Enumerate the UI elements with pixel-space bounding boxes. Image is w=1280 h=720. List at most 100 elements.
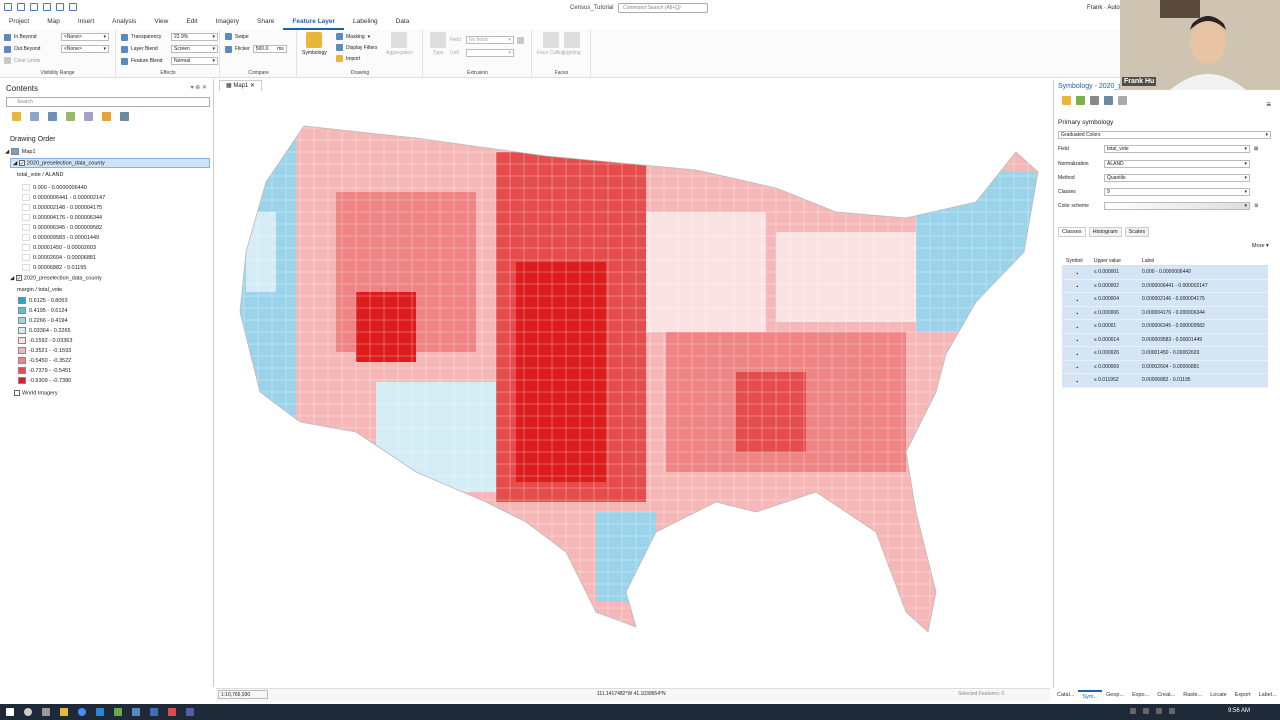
class-row[interactable]: ▪ ≤ 0.000001 0.000 - 0.0000006440 bbox=[1062, 266, 1268, 280]
upper-value-cell[interactable]: ≤ 0.000002 bbox=[1094, 282, 1119, 289]
legend-class-item[interactable]: -0.5450 - -0.3522 bbox=[18, 357, 71, 364]
class-row[interactable]: ▪ ≤ 0.000014 0.000009583 - 0.00001449 bbox=[1062, 333, 1268, 347]
class-label-cell[interactable]: 0.000002146 - 0.000004175 bbox=[1142, 296, 1205, 303]
list-by-source-icon[interactable] bbox=[30, 112, 39, 121]
contents-search-input[interactable]: Search bbox=[6, 97, 210, 107]
filter-icon[interactable] bbox=[1104, 96, 1113, 105]
class-symbol-swatch[interactable] bbox=[1066, 362, 1075, 370]
map-tree-item[interactable]: ◢ Map1 bbox=[5, 148, 36, 155]
class-row[interactable]: ▪ ≤ 0.011952 0.00006882 - 0.01195 bbox=[1062, 374, 1268, 388]
subtab-scales[interactable]: Scales bbox=[1124, 227, 1150, 237]
tab-map[interactable]: Map bbox=[47, 18, 60, 25]
legend-class-item[interactable]: 0.000002148 - 0.000004175 bbox=[22, 204, 102, 211]
tab-view[interactable]: View bbox=[154, 18, 169, 25]
in-beyond-dropdown[interactable]: <None> ▾ bbox=[61, 33, 109, 41]
field-dropdown[interactable]: total_vote ▾ bbox=[1104, 145, 1250, 153]
settings-icon[interactable] bbox=[1118, 96, 1127, 105]
expression-icon[interactable] bbox=[517, 36, 524, 44]
class-symbol-swatch[interactable] bbox=[1066, 375, 1075, 383]
network-icon[interactable] bbox=[1156, 708, 1162, 714]
tab-labeling[interactable]: Labeling bbox=[353, 18, 378, 25]
layer-item-total-vote[interactable]: ◢ ✓ 2020_preselection_data_county bbox=[10, 158, 210, 169]
bottom-tab[interactable]: Creat... bbox=[1157, 692, 1176, 698]
class-label-cell[interactable]: 0.00006882 - 0.01195 bbox=[1142, 377, 1191, 384]
upper-value-cell[interactable]: ≤ 0.011952 bbox=[1094, 377, 1119, 384]
class-row[interactable]: ▪ ≤ 0.000026 0.00001450 - 0.00002603 bbox=[1062, 347, 1268, 361]
legend-class-item[interactable]: 0.000006345 - 0.000009582 bbox=[22, 224, 102, 231]
classes-dropdown[interactable]: 9 ▾ bbox=[1104, 188, 1250, 196]
class-label-cell[interactable]: 0.000004176 - 0.000006344 bbox=[1142, 309, 1205, 316]
transparency-input[interactable]: 22.9% ▾ bbox=[171, 33, 218, 41]
map-view-tab[interactable]: ▦ Map1 ✕ bbox=[219, 80, 263, 91]
extrusion-unit-dropdown[interactable]: ▾ bbox=[466, 49, 514, 57]
tab-feature-layer[interactable]: Feature Layer bbox=[283, 16, 345, 30]
new-icon[interactable] bbox=[17, 3, 25, 11]
layer-item-margin[interactable]: ◢ ✓ 2020_preselection_data_county bbox=[10, 275, 102, 282]
user-name[interactable]: Frank · Auto bbox=[1087, 5, 1120, 11]
edge-icon[interactable] bbox=[96, 708, 104, 716]
lighting-button[interactable]: Lighting bbox=[563, 32, 581, 56]
legend-class-item[interactable]: 0.2266 - 0.4194 bbox=[18, 317, 68, 324]
layer-visibility-checkbox[interactable] bbox=[14, 390, 20, 396]
redo-icon[interactable] bbox=[69, 3, 77, 11]
flicker-input[interactable]: 500.0 ms bbox=[252, 45, 287, 53]
legend-class-item[interactable]: 0.000004176 - 0.000006344 bbox=[22, 214, 102, 221]
menu-icon[interactable]: ≡ bbox=[1266, 100, 1271, 109]
method-dropdown[interactable]: Quantile ▾ bbox=[1104, 174, 1250, 182]
out-beyond-dropdown[interactable]: <None> ▾ bbox=[61, 45, 109, 53]
swipe-button[interactable]: Swipe bbox=[225, 33, 249, 40]
app-icon[interactable] bbox=[186, 708, 194, 716]
tab-analysis[interactable]: Analysis bbox=[112, 18, 137, 25]
bottom-tab[interactable]: Locate bbox=[1210, 692, 1227, 698]
volume-icon[interactable] bbox=[1169, 708, 1175, 714]
app-icon[interactable] bbox=[114, 708, 122, 716]
class-symbol-swatch[interactable] bbox=[1066, 294, 1075, 302]
tab-data[interactable]: Data bbox=[395, 18, 410, 25]
import-button[interactable]: Import bbox=[336, 55, 360, 62]
legend-class-item[interactable]: 0.0000006441 - 0.000002147 bbox=[22, 194, 105, 201]
list-by-snapping-icon[interactable] bbox=[84, 112, 93, 121]
class-symbol-swatch[interactable] bbox=[1066, 308, 1075, 316]
app-icon[interactable] bbox=[168, 708, 176, 716]
upper-value-cell[interactable]: ≤ 0.000014 bbox=[1094, 336, 1119, 343]
class-row[interactable]: ▪ ≤ 0.000002 0.0000006441 - 0.000002147 bbox=[1062, 279, 1268, 293]
face-culling-button[interactable]: Face Culling bbox=[537, 32, 565, 56]
clear-limits-button[interactable]: Clear Limits bbox=[4, 57, 40, 64]
list-by-drawing-order-icon[interactable] bbox=[12, 112, 21, 121]
gear-icon[interactable]: ⚙ bbox=[1254, 203, 1259, 209]
arcgis-pro-icon[interactable] bbox=[150, 708, 158, 716]
save-icon[interactable] bbox=[43, 3, 51, 11]
bottom-tab[interactable]: Raste... bbox=[1183, 692, 1203, 698]
command-search-input[interactable]: Command Search (Alt+Q) bbox=[618, 3, 708, 13]
class-symbol-swatch[interactable] bbox=[1066, 281, 1075, 289]
windows-start-icon[interactable] bbox=[6, 708, 14, 716]
file-explorer-icon[interactable] bbox=[60, 708, 68, 716]
flicker-icon[interactable] bbox=[225, 45, 232, 53]
class-row[interactable]: ▪ ≤ 0.00001 0.000006345 - 0.000009582 bbox=[1062, 320, 1268, 334]
normalization-dropdown[interactable]: ALAND ▾ bbox=[1104, 160, 1250, 168]
legend-class-item[interactable]: 0.00002604 - 0.00006881 bbox=[22, 254, 96, 261]
upper-value-cell[interactable]: ≤ 0.000004 bbox=[1094, 296, 1119, 303]
tab-imagery[interactable]: Imagery bbox=[215, 18, 240, 25]
bottom-tab[interactable]: Label... bbox=[1258, 692, 1277, 698]
layer-visibility-checkbox[interactable]: ✓ bbox=[15, 275, 22, 282]
map-canvas[interactable] bbox=[216, 92, 1050, 687]
tab-share[interactable]: Share bbox=[257, 18, 275, 25]
class-label-cell[interactable]: 0.000009583 - 0.00001449 bbox=[1142, 336, 1203, 343]
undo-icon[interactable] bbox=[56, 3, 64, 11]
legend-class-item[interactable]: -0.3521 - -0.1593 bbox=[18, 347, 71, 354]
extrusion-field-dropdown[interactable]: No fields ▾ bbox=[466, 36, 514, 44]
bottom-tab[interactable]: Catal... bbox=[1057, 692, 1075, 698]
symbology-button[interactable]: Symbology bbox=[302, 32, 327, 56]
task-view-icon[interactable] bbox=[42, 708, 50, 716]
legend-class-item[interactable]: 0.00001450 - 0.00002603 bbox=[22, 244, 96, 251]
tab-project[interactable]: Project bbox=[9, 18, 30, 25]
feature-blend-dropdown[interactable]: Normal ▾ bbox=[171, 57, 218, 65]
aggregation-button[interactable]: Aggregation bbox=[386, 32, 413, 56]
class-label-cell[interactable]: 0.000 - 0.0000006440 bbox=[1142, 269, 1191, 276]
color-scheme-dropdown[interactable]: ▾ bbox=[1104, 202, 1250, 210]
list-by-labeling-icon[interactable] bbox=[102, 112, 111, 121]
legend-class-item[interactable]: -0.7379 - -0.5451 bbox=[18, 367, 71, 374]
bottom-tab[interactable]: Expo... bbox=[1132, 692, 1150, 698]
class-label-cell[interactable]: 0.00001450 - 0.00002603 bbox=[1142, 350, 1200, 357]
